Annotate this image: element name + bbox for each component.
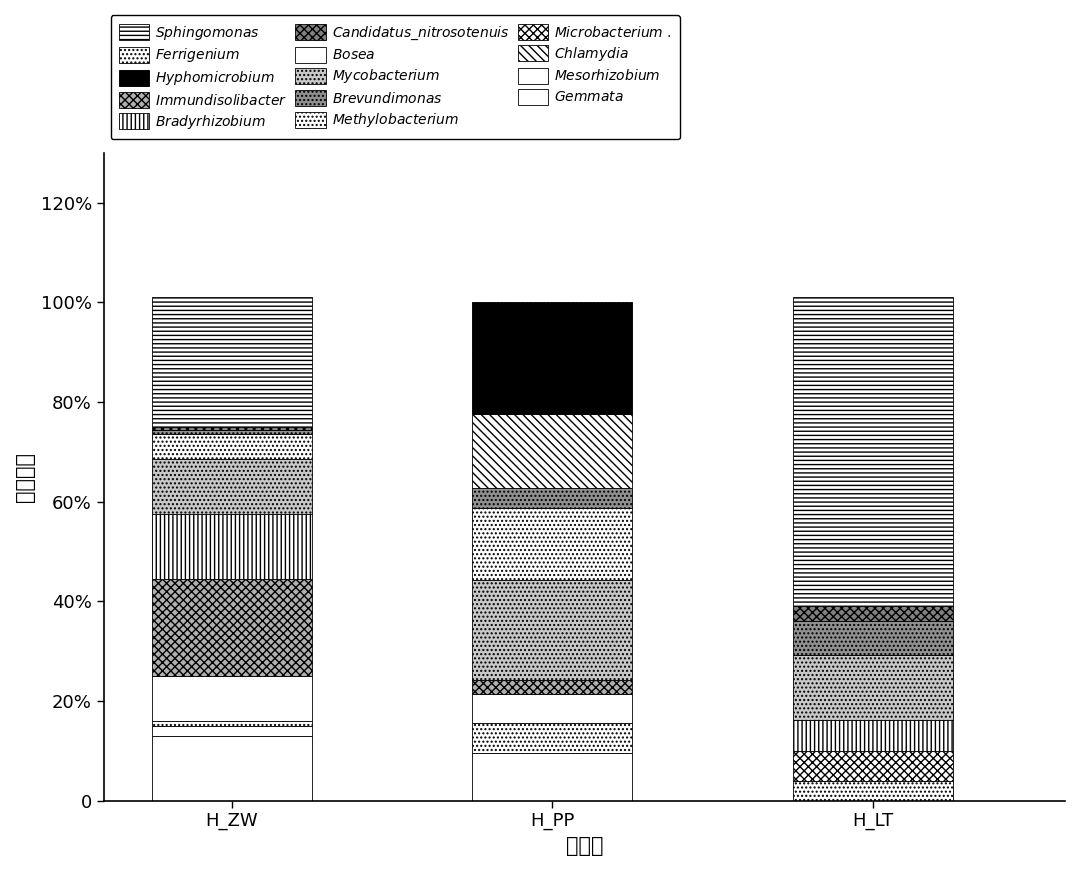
Bar <box>472 724 633 753</box>
Bar <box>151 579 312 676</box>
Bar <box>472 508 633 580</box>
Bar <box>472 753 633 800</box>
Bar <box>472 414 633 488</box>
Bar <box>151 430 312 435</box>
Bar <box>472 679 633 694</box>
X-axis label: 采样点: 采样点 <box>566 836 603 856</box>
Bar <box>472 302 633 414</box>
Legend: $\it{Sphingomonas}$, $\it{Ferrigenium}$, $\it{Hyphomicrobium}$, $\it{Immundisoli: $\it{Sphingomonas}$, $\it{Ferrigenium}$,… <box>110 15 680 139</box>
Bar <box>151 676 312 721</box>
Bar <box>151 736 312 800</box>
Bar <box>151 726 312 736</box>
Bar <box>151 435 312 459</box>
Bar <box>151 427 312 430</box>
Bar <box>793 621 953 655</box>
Bar <box>151 459 312 514</box>
Bar <box>472 488 633 508</box>
Y-axis label: 相对丰度: 相对丰度 <box>15 452 35 502</box>
Bar <box>793 720 953 751</box>
Bar <box>151 297 312 427</box>
Bar <box>793 751 953 780</box>
Bar <box>793 297 953 606</box>
Bar <box>151 514 312 579</box>
Bar <box>793 655 953 720</box>
Bar <box>793 606 953 621</box>
Bar <box>472 580 633 679</box>
Bar <box>472 694 633 724</box>
Bar <box>151 721 312 726</box>
Bar <box>793 780 953 800</box>
